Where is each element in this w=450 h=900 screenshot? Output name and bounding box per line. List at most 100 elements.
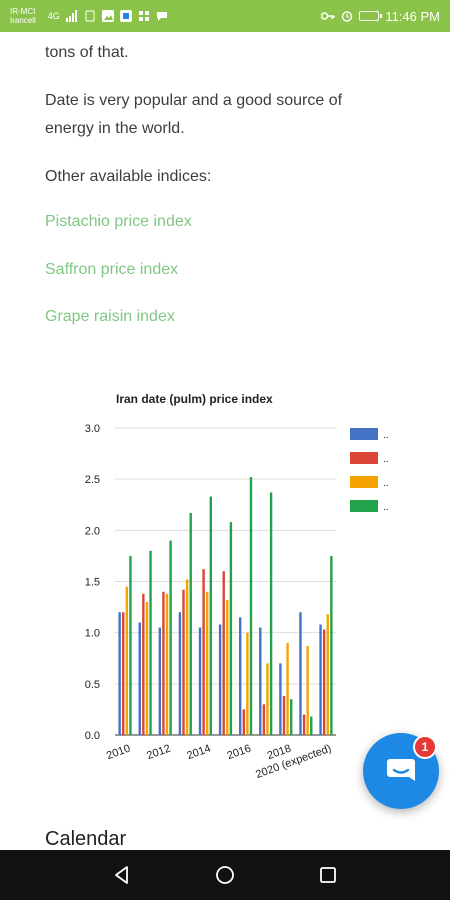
chart-bar <box>165 593 169 735</box>
y-tick-label: 0.0 <box>85 730 100 742</box>
chat-fab-button[interactable]: 1 <box>363 733 439 809</box>
chart-bar <box>218 624 222 735</box>
chart-bar <box>129 555 132 735</box>
link-pistachio-index[interactable]: Pistachio price index <box>45 213 192 230</box>
chart-bar <box>169 540 172 735</box>
paragraph-2: Date is very popular and a good source o… <box>45 92 343 137</box>
chart-bar <box>178 612 182 735</box>
x-tick-label: 2010 <box>105 743 132 763</box>
legend-label: .. <box>383 502 389 513</box>
paragraph-3: Other available indices: <box>45 168 212 185</box>
chart-bar <box>226 599 229 735</box>
chart-bar <box>266 663 269 735</box>
chart-bar <box>279 663 282 735</box>
y-tick-label: 1.0 <box>85 628 100 640</box>
chart-bar <box>209 496 213 735</box>
recents-button[interactable] <box>308 855 348 895</box>
grid-app-icon <box>138 11 149 21</box>
legend-swatch <box>350 500 378 512</box>
chart-bar <box>202 569 205 735</box>
chart-bar <box>138 622 141 735</box>
home-icon <box>216 866 234 884</box>
x-tick-label: 2012 <box>145 743 172 763</box>
chart-bar <box>229 522 233 735</box>
y-tick-label: 0.5 <box>85 679 100 691</box>
chart-bar <box>246 632 249 735</box>
alarm-icon <box>342 11 353 22</box>
status-bar: IR-MCI Irancell 4G 11:46 PM <box>0 0 450 32</box>
app-notification-icon <box>119 10 132 22</box>
chart-bar <box>322 629 326 735</box>
chart-bar <box>125 586 129 735</box>
status-left: IR-MCI Irancell 4G <box>10 7 168 25</box>
recents-icon <box>320 867 337 883</box>
chart-bar <box>262 704 266 735</box>
legend-label: .. <box>383 430 389 441</box>
link-grape-raisin-index[interactable]: Grape raisin index <box>45 308 175 325</box>
status-time: 11:46 PM <box>385 8 440 24</box>
chart-bar <box>206 591 209 735</box>
y-tick-label: 3.0 <box>85 423 100 435</box>
gallery-icon <box>101 10 114 22</box>
x-tick-label: 2020 (expected) <box>254 743 333 781</box>
legend-label: .. <box>383 478 389 489</box>
chart-bar <box>289 699 293 735</box>
chart-bar <box>198 627 202 735</box>
chart-bar <box>299 612 302 735</box>
signal-icon <box>65 10 77 22</box>
x-tick-label: 2016 <box>226 743 253 763</box>
legend-swatch <box>350 476 378 488</box>
chart-bar <box>182 589 185 735</box>
legend-swatch <box>350 428 378 440</box>
carrier-info: IR-MCI Irancell <box>10 7 36 25</box>
navigation-bar <box>0 850 450 900</box>
key-icon <box>321 12 336 20</box>
chart-bar <box>302 714 306 735</box>
price-index-chart: Iran date (pulm) price index 0.0 0.5 1.0 1.… <box>0 380 450 820</box>
chart-bar <box>326 614 329 735</box>
chart-bar <box>282 696 286 735</box>
chart-bar <box>222 571 225 735</box>
chart-bar <box>149 550 152 735</box>
chart-bar <box>118 612 121 735</box>
chart-bar <box>306 645 309 735</box>
y-tick-label: 2.5 <box>85 474 100 486</box>
battery-icon <box>359 11 383 21</box>
chart-bar <box>330 555 333 735</box>
chart-bar <box>319 624 322 735</box>
carrier-1: IR-MCI <box>10 7 36 16</box>
x-tick-label: 2014 <box>185 743 212 763</box>
chart-bar <box>145 601 149 735</box>
chart-bar <box>286 642 289 735</box>
chart-bar <box>142 593 145 735</box>
chart-bar <box>310 716 313 735</box>
chart-bar <box>185 579 189 735</box>
chart-bar <box>238 617 242 735</box>
legend-swatch <box>350 452 378 464</box>
chart-bar <box>269 492 273 735</box>
status-right: 11:46 PM <box>321 9 440 24</box>
chart-bar <box>162 591 165 735</box>
sim-icon <box>85 10 95 22</box>
legend-label: .. <box>383 454 389 465</box>
y-tick-label: 2.0 <box>85 525 100 537</box>
link-saffron-index[interactable]: Saffron price index <box>45 261 179 278</box>
home-button[interactable] <box>205 855 245 895</box>
back-button[interactable] <box>102 855 142 895</box>
chart-title: Iran date (pulm) price index <box>116 392 273 406</box>
chart-bar <box>158 627 162 735</box>
section-heading-calendar: Calendar <box>45 828 127 850</box>
chat-icon <box>387 759 415 781</box>
chart-bar <box>249 477 253 735</box>
chart-bar <box>242 709 245 735</box>
chart-bar <box>122 612 125 735</box>
chart-bar <box>189 512 192 735</box>
carrier-2: Irancell <box>10 16 36 25</box>
notification-badge: 1 <box>413 735 437 759</box>
back-icon <box>114 866 128 884</box>
y-tick-label: 1.5 <box>85 577 100 589</box>
paragraph-1: tons of that. <box>45 44 129 61</box>
chart-bar <box>259 627 262 735</box>
message-icon <box>156 12 167 21</box>
